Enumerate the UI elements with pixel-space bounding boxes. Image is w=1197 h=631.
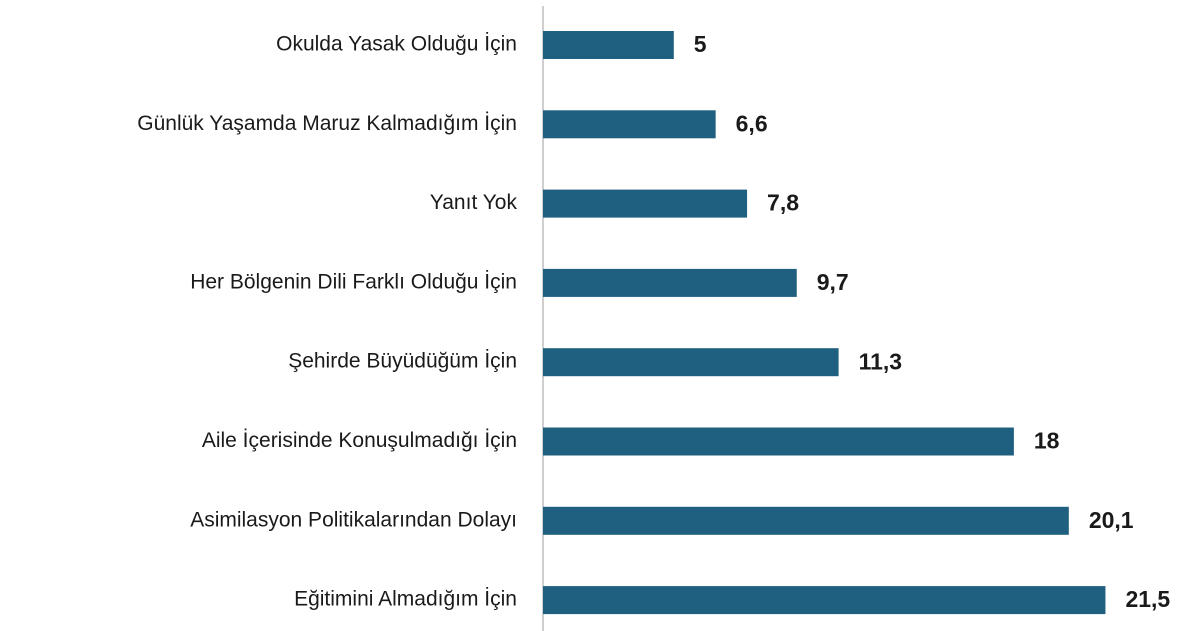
y-tick-label: Eğitimini Almadığım İçin bbox=[294, 588, 517, 611]
bar bbox=[543, 31, 674, 59]
bar bbox=[543, 427, 1014, 456]
bar bbox=[543, 268, 797, 297]
bar bbox=[543, 189, 748, 218]
bar bbox=[543, 348, 839, 377]
bar bbox=[543, 110, 716, 139]
value-label: 9,7 bbox=[817, 269, 849, 295]
y-tick-label: Okulda Yasak Olduğu İçin bbox=[276, 33, 517, 56]
y-tick-label: Aile İçerisinde Konuşulmadığı İçin bbox=[202, 429, 517, 452]
value-label: 7,8 bbox=[767, 190, 799, 216]
value-label: 5 bbox=[694, 31, 707, 57]
y-tick-label: Şehirde Büyüdüğüm İçin bbox=[288, 350, 517, 373]
y-tick-label: Yanıt Yok bbox=[430, 191, 518, 214]
value-label: 11,3 bbox=[859, 348, 903, 374]
y-tick-label: Her Bölgenin Dili Farklı Olduğu İçin bbox=[190, 270, 517, 293]
y-tick-label: Asimilasyon Politikalarından Dolayı bbox=[190, 508, 517, 531]
bar bbox=[543, 586, 1106, 615]
value-label: 20,1 bbox=[1089, 507, 1134, 533]
value-label: 21,5 bbox=[1125, 586, 1170, 612]
value-label: 18 bbox=[1034, 428, 1060, 454]
bar bbox=[543, 506, 1069, 535]
y-tick-label: Günlük Yaşamda Maruz Kalmadığım İçin bbox=[137, 112, 517, 135]
value-label: 6,6 bbox=[736, 110, 768, 136]
